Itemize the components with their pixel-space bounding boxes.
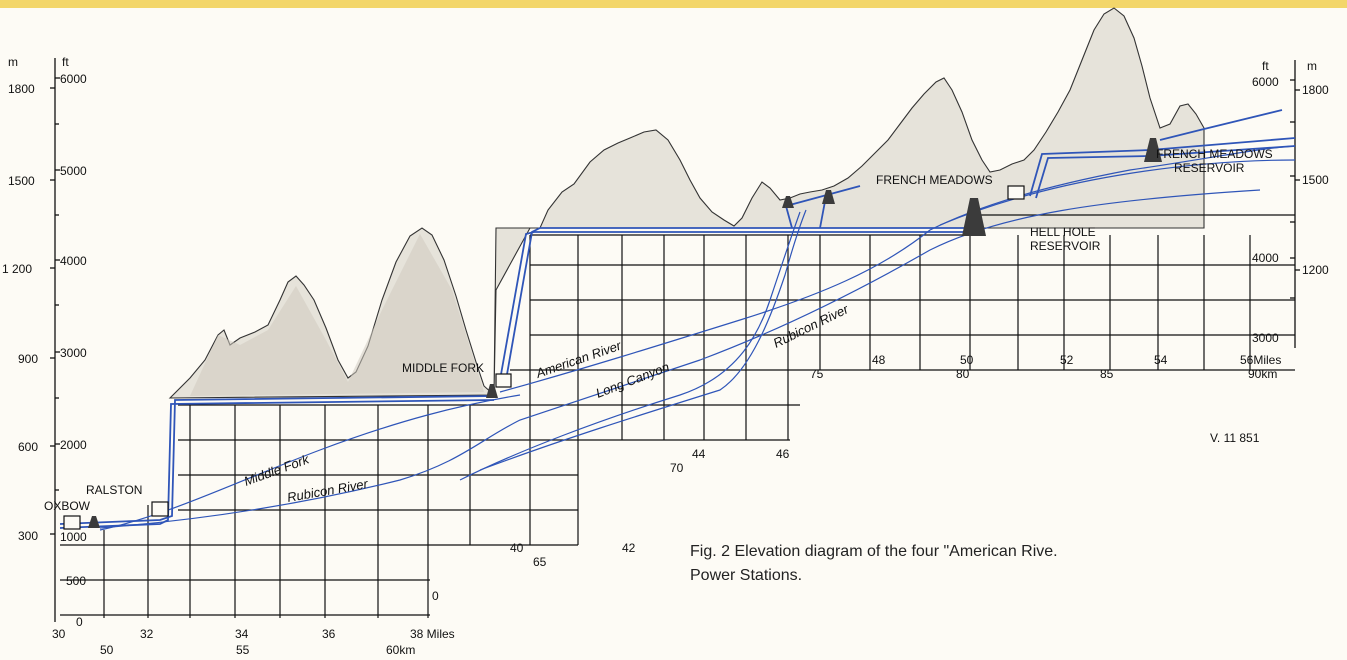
interbay-dam-icon: [782, 196, 794, 208]
mile-label: 54: [1154, 353, 1168, 367]
mile-label: 34: [235, 627, 249, 641]
left-m-tick: 300: [18, 529, 38, 543]
middle-fork-label: MIDDLE FORK: [402, 361, 484, 375]
middle-fork-tunnel-2: [499, 231, 970, 381]
right-m-tick: 1200: [1302, 263, 1329, 277]
figure-caption-line-1: Fig. 2 Elevation diagram of the four "Am…: [690, 543, 1058, 560]
french-meadows-station-label: FRENCH MEADOWS: [876, 173, 993, 187]
rubicon-river-label: Rubicon River: [286, 476, 370, 505]
middle-fork-powerhouse-icon: [495, 373, 512, 388]
long-canyon-label: Long Canyon: [594, 359, 672, 401]
mile-label: 44: [692, 447, 706, 461]
mile-label: 42: [622, 541, 636, 555]
mile-label: 46: [776, 447, 790, 461]
mile-label: 56Miles: [1240, 353, 1281, 367]
left-m-tick: 1800: [8, 82, 35, 96]
mile-label: 52: [1060, 353, 1074, 367]
long-canyon-line: [459, 211, 801, 481]
left-ft-tick: 5000: [60, 164, 87, 178]
left-ft-tick: 0: [76, 615, 83, 629]
left-m-tick: 1 200: [2, 262, 32, 276]
middle-fork-river-label: Middle Fork: [242, 451, 312, 489]
km-label: 55: [236, 643, 250, 657]
hell-hole-reservoir-label: RESERVOIR: [1030, 239, 1101, 253]
grid-block-2: [494, 234, 970, 545]
left-ft-unit: ft: [62, 55, 69, 69]
oxbow-label: OXBOW: [44, 499, 91, 513]
right-m-tick: 1500: [1302, 173, 1329, 187]
km-label: 60km: [386, 643, 415, 657]
oxbow-ralston-tunnel: [59, 395, 495, 525]
rubicon-upper-line: [939, 159, 1296, 226]
french-meadows-tunnel: [1029, 137, 1296, 197]
french-meadows-reservoir-label: FRENCH MEADOWS: [1156, 147, 1273, 161]
left-ft-tick: 1000: [60, 530, 87, 544]
upper-diversion-line: [1159, 109, 1283, 141]
rubicon-river-line-lower: [99, 189, 1261, 529]
french-meadows-tunnel-2: [1035, 145, 1296, 199]
left-m-unit: m: [8, 55, 18, 69]
left-ft-tick: 500: [66, 574, 86, 588]
top-color-band: [0, 0, 1347, 8]
mile-label: 50: [960, 353, 974, 367]
left-ft-tick: 3000: [60, 346, 87, 360]
left-m-tick: 1500: [8, 174, 35, 188]
left-ft-tick: 4000: [60, 254, 87, 268]
ralston-label: RALSTON: [86, 483, 142, 497]
mile-label: 40: [510, 541, 524, 555]
mile-label: 30: [52, 627, 66, 641]
km-label: 70: [670, 461, 684, 475]
grid-block-3: [819, 214, 1295, 371]
left-m-tick: 900: [18, 352, 38, 366]
figure-caption-line-2: Power Stations.: [690, 567, 802, 584]
mile-label: 38 Miles: [410, 627, 455, 641]
mile-label: 36: [322, 627, 336, 641]
right-m-unit: m: [1307, 59, 1317, 73]
left-ft-tick: 6000: [60, 72, 87, 86]
km-label: 90km: [1248, 367, 1277, 381]
right-ft-unit: ft: [1262, 59, 1269, 73]
mile-label: 48: [872, 353, 886, 367]
right-ft-tick: 3000: [1252, 331, 1279, 345]
mile-label: 32: [140, 627, 154, 641]
km-label: 80: [956, 367, 970, 381]
french-meadows-dam-icon: [1144, 138, 1162, 162]
french-meadows-powerhouse-icon: [1007, 185, 1025, 200]
km-label: 85: [1100, 367, 1114, 381]
ralston-dam-icon: [486, 384, 498, 398]
oxbow-dam-icon: [88, 516, 100, 528]
km-label: 50: [100, 643, 114, 657]
french-meadows-reservoir-label: RESERVOIR: [1174, 161, 1245, 175]
hell-hole-dam-icon: [962, 198, 986, 236]
right-m-tick: 1800: [1302, 83, 1329, 97]
right-ft-tick: 6000: [1252, 75, 1279, 89]
km-label: 75: [810, 367, 824, 381]
american-river-line: [499, 145, 1296, 393]
terrain-shading: [190, 234, 484, 396]
oxbow-powerhouse-icon: [63, 515, 81, 530]
middle-fork-tunnel: [505, 227, 970, 381]
right-axis: [1290, 60, 1300, 348]
left-ft-tick: 2000: [60, 438, 87, 452]
long-canyon-line-2: [479, 209, 807, 471]
hell-hole-reservoir-label: HELL HOLE: [1030, 225, 1096, 239]
ralston-powerhouse-icon: [151, 501, 169, 517]
right-ft-tick: 4000: [1252, 251, 1279, 265]
left-m-tick: 600: [18, 440, 38, 454]
km-label: 65: [533, 555, 547, 569]
left-axis: [50, 58, 60, 622]
reference-code: V. 11 851: [1210, 431, 1260, 445]
bottom-axis-end-label: 0: [432, 589, 439, 603]
grid-block-1: [60, 404, 578, 618]
oxbow-ralston-tunnel-2: [59, 399, 495, 529]
duncan-dam-icon: [822, 190, 835, 204]
